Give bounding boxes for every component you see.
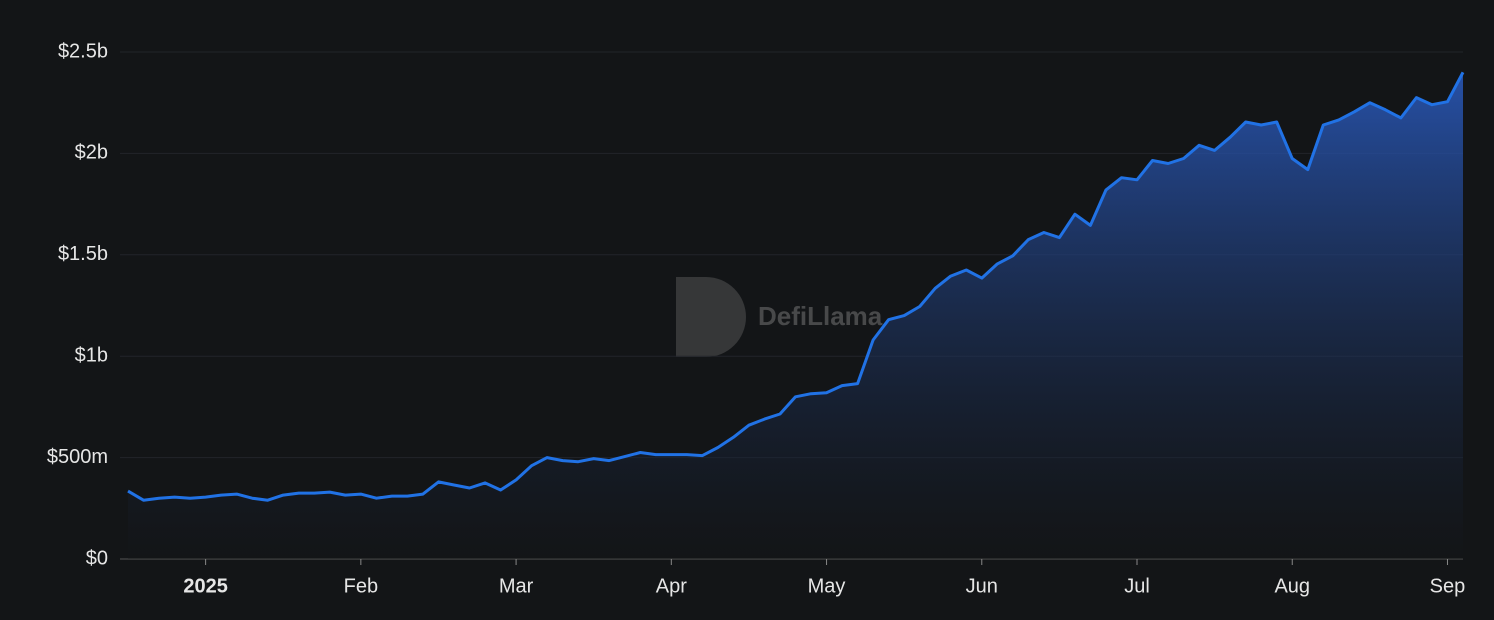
area-fill	[128, 72, 1463, 560]
x-tick-label: Feb	[344, 575, 378, 597]
y-tick-label: $0	[86, 547, 108, 569]
x-tick-label: Mar	[499, 575, 534, 597]
y-tick-label: $500m	[47, 446, 108, 468]
x-tick-label: Aug	[1274, 575, 1310, 597]
x-tick-label: Sep	[1430, 575, 1466, 597]
watermark-logo	[676, 277, 746, 357]
watermark: DefiLlama	[676, 277, 883, 357]
x-tick-label: Jul	[1124, 575, 1150, 597]
y-tick-label: $1.5b	[58, 243, 108, 265]
y-tick-label: $2b	[75, 142, 108, 164]
x-tick-label: 2025	[183, 575, 228, 597]
x-tick-label: Jun	[966, 575, 998, 597]
y-tick-label: $2.5b	[58, 40, 108, 62]
x-tick-label: May	[808, 575, 846, 597]
x-tick-label: Apr	[656, 575, 687, 597]
watermark-text: DefiLlama	[758, 301, 883, 331]
y-tick-label: $1b	[75, 344, 108, 366]
line	[127, 71, 1465, 502]
